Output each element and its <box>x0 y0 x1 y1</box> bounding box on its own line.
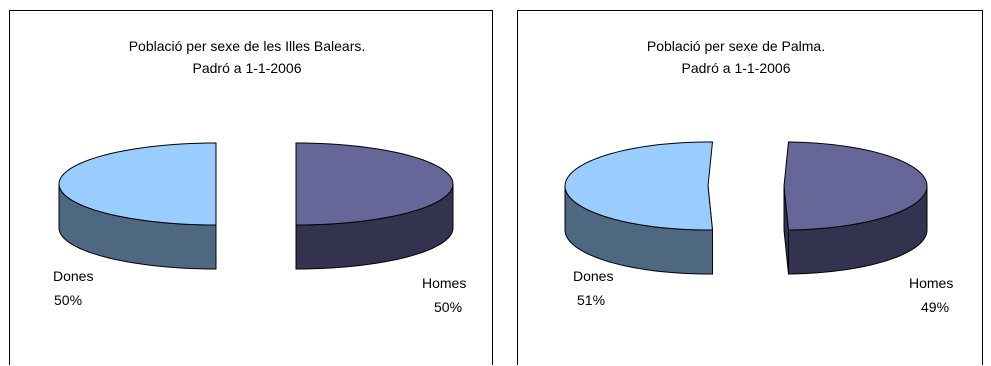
slice-value-dones: 51% <box>577 292 605 308</box>
slice-label-homes: Homes <box>422 275 466 291</box>
slice-value-homes: 49% <box>921 299 949 315</box>
slice-value-homes: 50% <box>434 299 462 315</box>
chart-panel-palma: Població per sexe de Palma. Padró a 1-1-… <box>517 10 983 365</box>
chart-title-line-1: Població per sexe de les Illes Balears. <box>129 38 366 54</box>
slice-label-dones: Dones <box>573 268 613 284</box>
chart-title-line-1: Població per sexe de Palma. <box>647 38 825 54</box>
chart-panel-balears: Població per sexe de les Illes Balears. … <box>9 10 493 365</box>
slice-label-homes: Homes <box>909 275 953 291</box>
pie-slice-homes <box>783 141 928 275</box>
pie-chart-palma: Població per sexe de Palma. Padró a 1-1-… <box>564 38 953 315</box>
slice-value-dones: 50% <box>54 292 82 308</box>
chart-title-line-2: Padró a 1-1-2006 <box>682 60 791 76</box>
slice-label-dones: Dones <box>53 268 93 284</box>
chart-title-line-2: Padró a 1-1-2006 <box>193 60 302 76</box>
pie-slice-homes <box>295 142 454 270</box>
pie-slice-dones <box>58 142 217 270</box>
pie-slice-dones <box>564 141 714 275</box>
pie-chart-balears: Població per sexe de les Illes Balears. … <box>53 38 466 315</box>
